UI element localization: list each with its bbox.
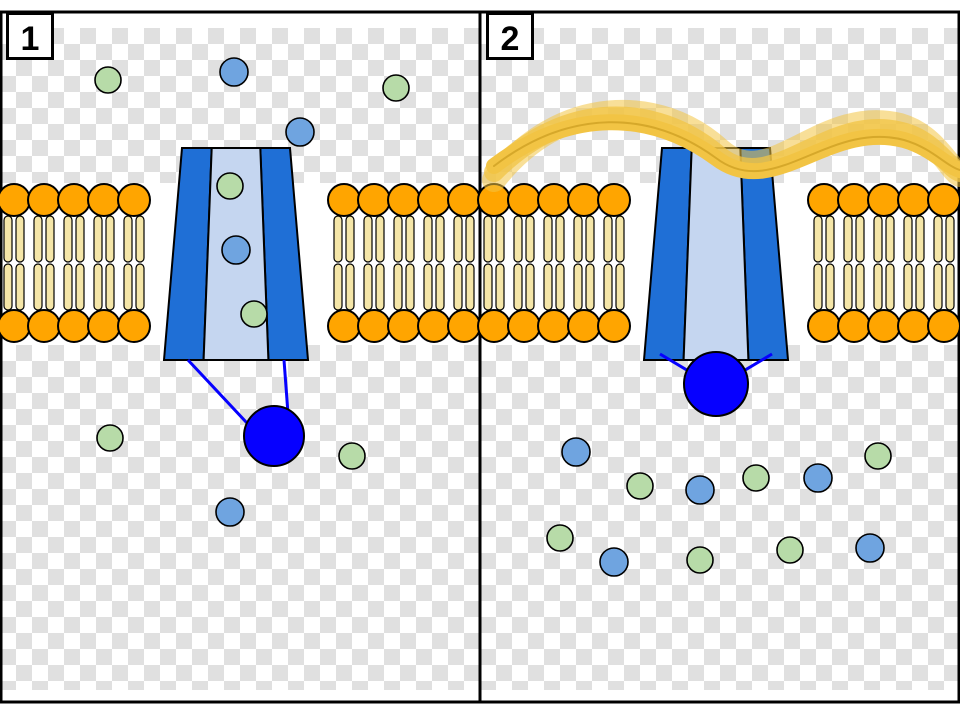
- lipid-head: [28, 184, 60, 216]
- molecule-green: [743, 465, 769, 491]
- lipid-head: [838, 310, 870, 342]
- lipid-head: [328, 310, 360, 342]
- lipid-head: [28, 310, 60, 342]
- channel-pore: [684, 148, 749, 360]
- lipid-head: [928, 184, 960, 216]
- lipid-head: [118, 184, 150, 216]
- molecule-green: [217, 173, 243, 199]
- lipid-head: [58, 184, 90, 216]
- molecule-green: [95, 67, 121, 93]
- lipid-head: [538, 184, 570, 216]
- lipid-head: [868, 184, 900, 216]
- lipid-head: [808, 310, 840, 342]
- lipid-head: [928, 310, 960, 342]
- lipid-head: [838, 184, 870, 216]
- gate-ball: [684, 352, 748, 416]
- lipid-head: [88, 184, 120, 216]
- molecule-green: [241, 301, 267, 327]
- lipid-head: [88, 310, 120, 342]
- molecule-blue: [562, 438, 590, 466]
- molecule-blue: [286, 118, 314, 146]
- lipid-head: [568, 310, 600, 342]
- panel-label-2: 2: [486, 12, 534, 60]
- lipid-head: [418, 184, 450, 216]
- gate-ball: [244, 406, 304, 466]
- lipid-head: [418, 310, 450, 342]
- lipid-head: [598, 310, 630, 342]
- lipid-head: [808, 184, 840, 216]
- lipid-head: [0, 310, 30, 342]
- molecule-green: [339, 443, 365, 469]
- molecule-green: [777, 537, 803, 563]
- lipid-head: [358, 184, 390, 216]
- molecule-blue: [856, 534, 884, 562]
- molecule-blue: [220, 58, 248, 86]
- molecule-green: [383, 75, 409, 101]
- lipid-head: [58, 310, 90, 342]
- lipid-head: [898, 184, 930, 216]
- molecule-green: [97, 425, 123, 451]
- panel-label-1: 1: [6, 12, 54, 60]
- lipid-head: [598, 184, 630, 216]
- lipid-head: [118, 310, 150, 342]
- molecule-green: [547, 525, 573, 551]
- molecule-blue: [804, 464, 832, 492]
- lipid-head: [328, 184, 360, 216]
- molecule-green: [687, 547, 713, 573]
- diagram-root: 12: [0, 0, 960, 720]
- lipid-head: [568, 184, 600, 216]
- diagram-svg: [0, 0, 960, 720]
- lipid-head: [478, 310, 510, 342]
- molecule-blue: [600, 548, 628, 576]
- lipid-head: [508, 184, 540, 216]
- molecule-blue: [216, 498, 244, 526]
- lipid-head: [508, 310, 540, 342]
- lipid-head: [448, 184, 480, 216]
- lipid-head: [388, 310, 420, 342]
- molecule-blue: [686, 476, 714, 504]
- lipid-head: [448, 310, 480, 342]
- molecule-green: [865, 443, 891, 469]
- lipid-head: [898, 310, 930, 342]
- lipid-head: [0, 184, 30, 216]
- lipid-head: [538, 310, 570, 342]
- lipid-head: [358, 310, 390, 342]
- lipid-head: [388, 184, 420, 216]
- molecule-green: [627, 473, 653, 499]
- molecule-blue: [222, 236, 250, 264]
- lipid-head: [868, 310, 900, 342]
